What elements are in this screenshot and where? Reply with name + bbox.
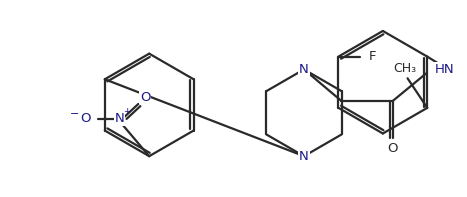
Text: O: O [388, 142, 398, 155]
Text: +: + [123, 107, 130, 116]
Text: N: N [299, 63, 309, 76]
Text: O: O [140, 90, 150, 103]
Text: −: − [70, 109, 79, 119]
Text: HN: HN [435, 63, 455, 76]
Text: F: F [369, 50, 376, 63]
Text: N: N [115, 112, 125, 125]
Text: O: O [80, 112, 91, 125]
Text: CH₃: CH₃ [393, 62, 416, 75]
Text: N: N [299, 150, 309, 163]
